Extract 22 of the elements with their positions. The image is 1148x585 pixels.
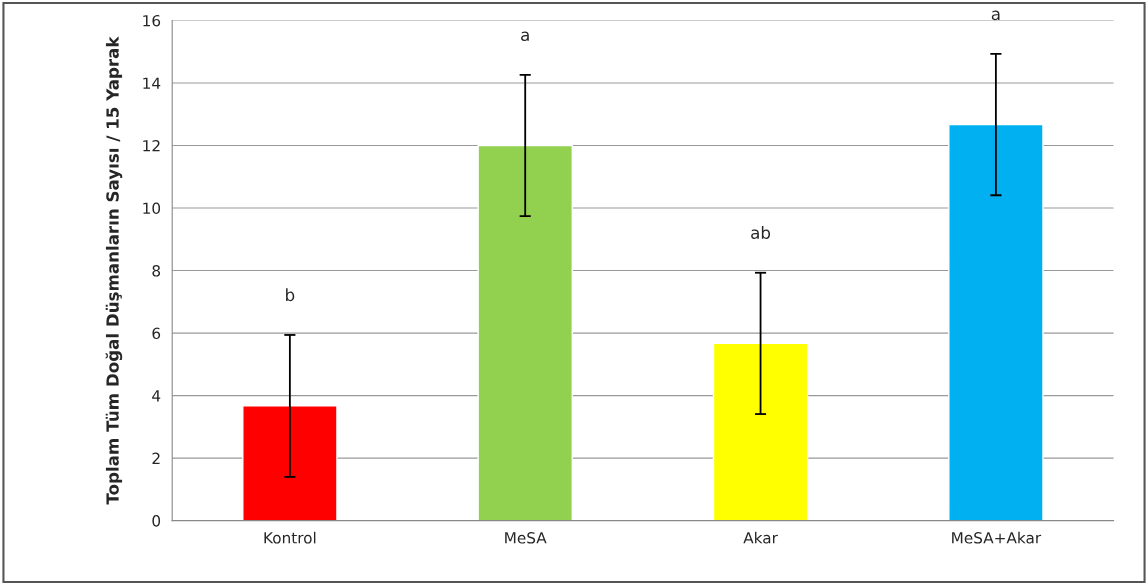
- y-tick-label: 8: [152, 265, 161, 277]
- y-tick-label: 16: [143, 14, 161, 27]
- y-tick-label: 12: [143, 139, 160, 152]
- y-tick-label: 10: [143, 202, 161, 215]
- x-tick-label: MeSA: [505, 532, 547, 544]
- y-axis-title: Toplam Tüm Doğal Düşmanların Sayısı / 15 Yaprak: [105, 36, 123, 505]
- annotation: a: [521, 31, 529, 42]
- text: a: [991, 10, 1000, 21]
- x-tick-label: Kontrol: [264, 531, 316, 544]
- x-tick-label: MeSA+Akar: [952, 531, 1042, 544]
- y-tick-label: 14: [143, 77, 161, 89]
- y-tick-label: 6: [152, 327, 161, 340]
- bar: [712, 342, 809, 521]
- x-tick-label: Akar: [743, 531, 778, 544]
- annotation: b: [286, 288, 295, 302]
- bar: [242, 405, 338, 521]
- y-tick-label: 4: [152, 390, 161, 402]
- bar: [948, 123, 1044, 521]
- y-tick-label: 2: [152, 452, 160, 464]
- bar: [477, 144, 573, 521]
- y-tick-label: 0: [152, 515, 161, 527]
- annotation: ab: [751, 226, 771, 239]
